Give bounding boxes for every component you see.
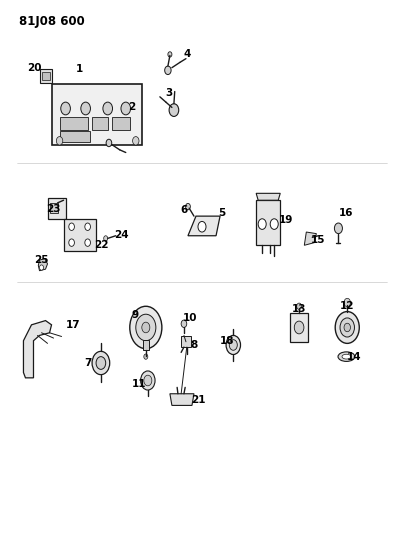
Circle shape <box>92 351 110 375</box>
Circle shape <box>130 306 162 349</box>
Text: 5: 5 <box>219 208 226 219</box>
Text: 3: 3 <box>166 88 173 98</box>
Text: 23: 23 <box>46 204 61 214</box>
Circle shape <box>69 223 74 230</box>
Text: 6: 6 <box>180 205 187 215</box>
Text: 16: 16 <box>339 208 353 219</box>
Text: 21: 21 <box>191 395 206 405</box>
Polygon shape <box>304 232 316 245</box>
Circle shape <box>85 239 90 246</box>
Circle shape <box>169 104 179 116</box>
Bar <box>59 117 88 130</box>
Circle shape <box>69 239 74 246</box>
Circle shape <box>61 102 70 115</box>
Bar <box>40 69 52 83</box>
Circle shape <box>270 219 278 229</box>
Bar <box>42 72 50 80</box>
Text: 10: 10 <box>183 313 197 324</box>
Bar <box>63 219 96 251</box>
Circle shape <box>165 66 171 75</box>
Circle shape <box>121 102 130 115</box>
Circle shape <box>294 321 304 334</box>
Circle shape <box>335 312 359 343</box>
Bar <box>256 200 280 245</box>
Text: 18: 18 <box>220 336 234 346</box>
Text: 8: 8 <box>190 340 198 350</box>
Circle shape <box>344 323 350 332</box>
Bar <box>92 117 108 130</box>
Circle shape <box>185 204 190 210</box>
Circle shape <box>335 223 343 233</box>
Text: 22: 22 <box>95 240 109 251</box>
Circle shape <box>136 314 156 341</box>
Circle shape <box>144 354 148 359</box>
Bar <box>290 313 308 342</box>
Circle shape <box>40 265 44 270</box>
Circle shape <box>297 303 301 310</box>
Bar <box>52 84 142 144</box>
Circle shape <box>181 320 187 327</box>
Text: 1: 1 <box>76 64 83 74</box>
Text: 25: 25 <box>34 255 49 265</box>
Text: 19: 19 <box>279 215 293 225</box>
Circle shape <box>106 139 112 147</box>
Ellipse shape <box>342 354 351 359</box>
Circle shape <box>104 236 108 241</box>
Polygon shape <box>23 320 52 378</box>
Text: 20: 20 <box>27 63 42 72</box>
Bar <box>59 131 90 142</box>
Text: 4: 4 <box>183 50 190 59</box>
Bar <box>48 198 65 219</box>
Text: 81J08 600: 81J08 600 <box>19 14 85 28</box>
Circle shape <box>85 223 90 230</box>
Circle shape <box>258 219 266 229</box>
Polygon shape <box>170 394 194 406</box>
Circle shape <box>340 318 354 337</box>
Circle shape <box>56 136 63 145</box>
Text: 24: 24 <box>114 230 129 240</box>
Text: 17: 17 <box>65 320 80 330</box>
Circle shape <box>168 52 172 57</box>
Circle shape <box>142 322 150 333</box>
Bar <box>112 117 130 130</box>
Circle shape <box>229 340 237 350</box>
Circle shape <box>81 102 90 115</box>
Bar <box>181 336 191 347</box>
Polygon shape <box>188 216 220 236</box>
Ellipse shape <box>338 352 355 361</box>
Circle shape <box>144 375 152 386</box>
Bar <box>50 203 57 214</box>
Circle shape <box>226 335 240 354</box>
Circle shape <box>198 221 206 232</box>
Polygon shape <box>38 259 48 271</box>
Circle shape <box>141 371 155 390</box>
Text: 14: 14 <box>347 352 362 361</box>
Text: 11: 11 <box>131 379 146 389</box>
Text: 2: 2 <box>128 102 135 112</box>
Circle shape <box>344 298 350 307</box>
Text: 15: 15 <box>311 235 326 245</box>
Text: 13: 13 <box>292 304 306 314</box>
Bar <box>143 340 149 350</box>
Circle shape <box>133 136 139 145</box>
Text: 12: 12 <box>340 301 354 311</box>
Text: 7: 7 <box>84 358 91 368</box>
Circle shape <box>96 357 106 369</box>
Circle shape <box>103 102 113 115</box>
Text: 9: 9 <box>131 310 138 320</box>
Polygon shape <box>256 193 280 200</box>
